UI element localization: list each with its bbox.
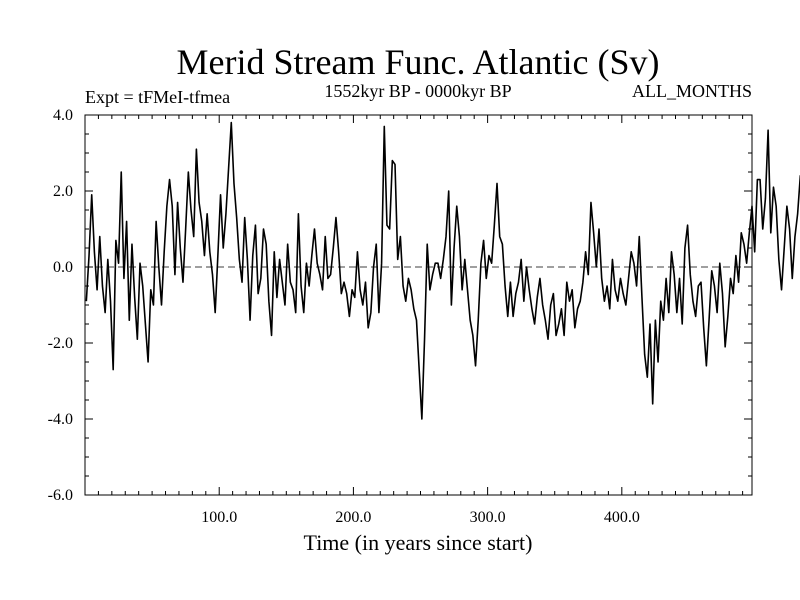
ticks-layer: -6.0 -4.0 -2.0 0.0 2.0 4.0 100.0 200.0 300.0 400.…	[48, 107, 752, 526]
y-tick-label: 2.0	[53, 183, 73, 200]
series-layer	[85, 121, 800, 420]
x-tick-label: 200.0	[335, 509, 371, 526]
x-tick-label: 100.0	[201, 509, 237, 526]
x-tick-label: 400.0	[604, 509, 640, 526]
y-tick-label: 4.0	[53, 107, 73, 124]
y-tick-label: -2.0	[48, 335, 73, 352]
x-tick-label: 300.0	[470, 509, 506, 526]
chart-title: Merid Stream Func. Atlantic (Sv)	[177, 42, 660, 82]
chart-subtitle: 1552kyr BP - 0000kyr BP	[324, 81, 511, 101]
y-tick-label: 0.0	[53, 259, 73, 276]
experiment-label: Expt = tFMeI-tfmea	[85, 87, 230, 107]
series-line-1	[85, 121, 800, 420]
plot-frame	[84, 114, 753, 496]
y-tick-label: -6.0	[48, 487, 73, 504]
x-axis-label: Time (in years since start)	[304, 530, 533, 555]
months-label: ALL_MONTHS	[632, 81, 752, 101]
y-tick-label: -4.0	[48, 411, 73, 428]
